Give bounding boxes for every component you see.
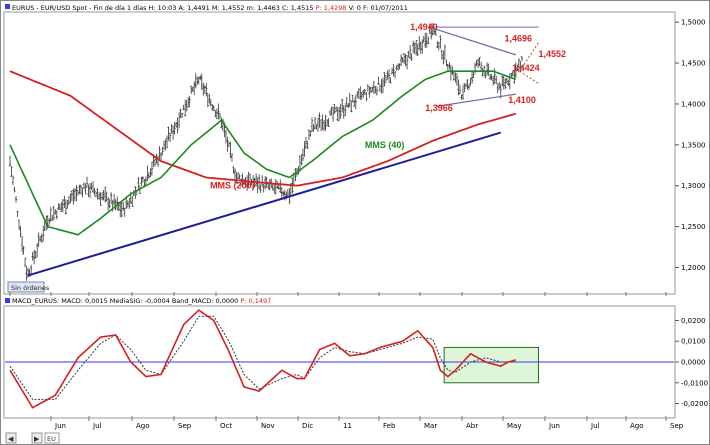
projection-up-line (519, 42, 539, 72)
macd-y-tick-label: 0,0000 (681, 359, 706, 367)
macd-header-values: MACD_EURUS: MACD: 0,0015 MediaSIG: -0,00… (12, 297, 170, 305)
x-tick-label: May (507, 422, 521, 430)
y-tick-label: 1,4000 (681, 100, 706, 108)
symbol-tab[interactable] (44, 432, 60, 444)
macd-y-tick-label: -0,0200 (681, 400, 708, 408)
x-tick-label: Jul (590, 422, 600, 430)
header-values: - EUR/USD Spot - Fin de día 1 días H: 10… (36, 4, 313, 12)
macd-header-marker (5, 298, 10, 303)
mms40-label: MMS (40) (365, 140, 405, 150)
svg-text:EURUS - EUR/USD Spot - Fin de: EURUS - EUR/USD Spot - Fin de día 1 días… (12, 4, 408, 12)
x-tick-label: Abr (466, 422, 478, 430)
support-trendline (27, 131, 502, 277)
price-level-label: 1,4940 (410, 22, 438, 32)
x-tick-label: Feb (383, 422, 396, 430)
header-tail: V: 0 F: 01/07/2011 (349, 4, 408, 12)
macd-y-tick-label: 0,0200 (681, 317, 706, 325)
y-tick-label: 1,3000 (681, 182, 706, 190)
series-lines (5, 26, 674, 409)
y-tick-label: 1,5000 (681, 19, 706, 27)
scroll-right-arrow-icon[interactable]: ▶ (34, 435, 40, 443)
x-tick-label: Sep (670, 422, 684, 430)
x-tick-label: Jun (54, 422, 66, 430)
channel-upper-line (428, 26, 517, 56)
price-level-label: 1,4552 (539, 49, 567, 59)
header-symbol: EURUS (12, 4, 34, 12)
symbol-tab-label[interactable]: EU (47, 435, 56, 443)
bottom-toolbar: ◀ ▶ EU (5, 432, 60, 444)
x-tick-label: Oct (220, 422, 232, 430)
macd-header: MACD_EURUS: MACD: 0,0015 MediaSIG: -0,00… (5, 297, 271, 305)
channel-lower-line (436, 93, 516, 107)
x-tick-label: Mar (424, 422, 437, 430)
price-level-label: 1,4100 (508, 95, 536, 105)
header-marker (5, 4, 10, 9)
x-tick-label: Jun (548, 422, 560, 430)
header-p-label: P: 1,4298 (316, 4, 347, 12)
price-header: EURUS - EUR/USD Spot - Fin de día 1 días… (5, 4, 408, 12)
orders-button-label[interactable]: Sin órdenes (11, 284, 50, 292)
axis-labels: 1,2000 1,2500 1,3000 1,3500 1,4000 1,4500 1,50… (9, 19, 708, 430)
price-level-label: 1,3966 (425, 103, 453, 113)
mms200-label: MMS (200) (210, 181, 255, 191)
scroll-left-button[interactable] (5, 432, 17, 444)
macd-line (9, 309, 517, 409)
price-pane (3, 11, 676, 295)
orders-button-bg[interactable] (7, 281, 45, 293)
scroll-left-arrow-icon[interactable]: ◀ (8, 435, 14, 443)
scroll-right-button[interactable] (31, 432, 43, 444)
x-tick-label: Jul (92, 422, 102, 430)
macd-header-band: Band_MACD: 0,0000 (172, 297, 238, 305)
x-tick-label: 11 (343, 422, 352, 430)
svg-text:MACD_EURUS: MACD: 0,0015 Medi: MACD_EURUS: MACD: 0,0015 MediaSIG: -0,00… (12, 297, 271, 305)
price-level-label: 1,4424 (512, 63, 540, 73)
mms40-line (9, 70, 517, 236)
y-tick-label: 1,2500 (681, 223, 706, 231)
price-level-label: 1,4696 (505, 34, 533, 44)
x-tick-label: Sep (178, 422, 192, 430)
y-tick-label: 1,3500 (681, 141, 706, 149)
x-tick-label: Ago (630, 422, 644, 430)
x-tick-label: Nov (261, 422, 275, 430)
y-tick-label: 1,4500 (681, 60, 706, 68)
x-tick-label: Dic (302, 422, 313, 430)
orders-button[interactable]: Sin órdenes (7, 281, 50, 293)
annotations: 1,4940 1,4696 1,4552 1,4424 1,4100 1,3966 MMS … (210, 22, 566, 191)
mms200-line (9, 70, 517, 187)
y-tick-label: 1,2000 (681, 264, 706, 272)
x-tick-label: Ago (136, 422, 150, 430)
macd-highlight-box-group (443, 346, 539, 384)
macd-y-tick-label: 0,0100 (681, 338, 706, 346)
macd-header-p-label: P: 0,1497 (240, 297, 271, 305)
macd-y-tick-label: -0,0100 (681, 379, 708, 387)
macd-highlight-box (443, 346, 539, 384)
